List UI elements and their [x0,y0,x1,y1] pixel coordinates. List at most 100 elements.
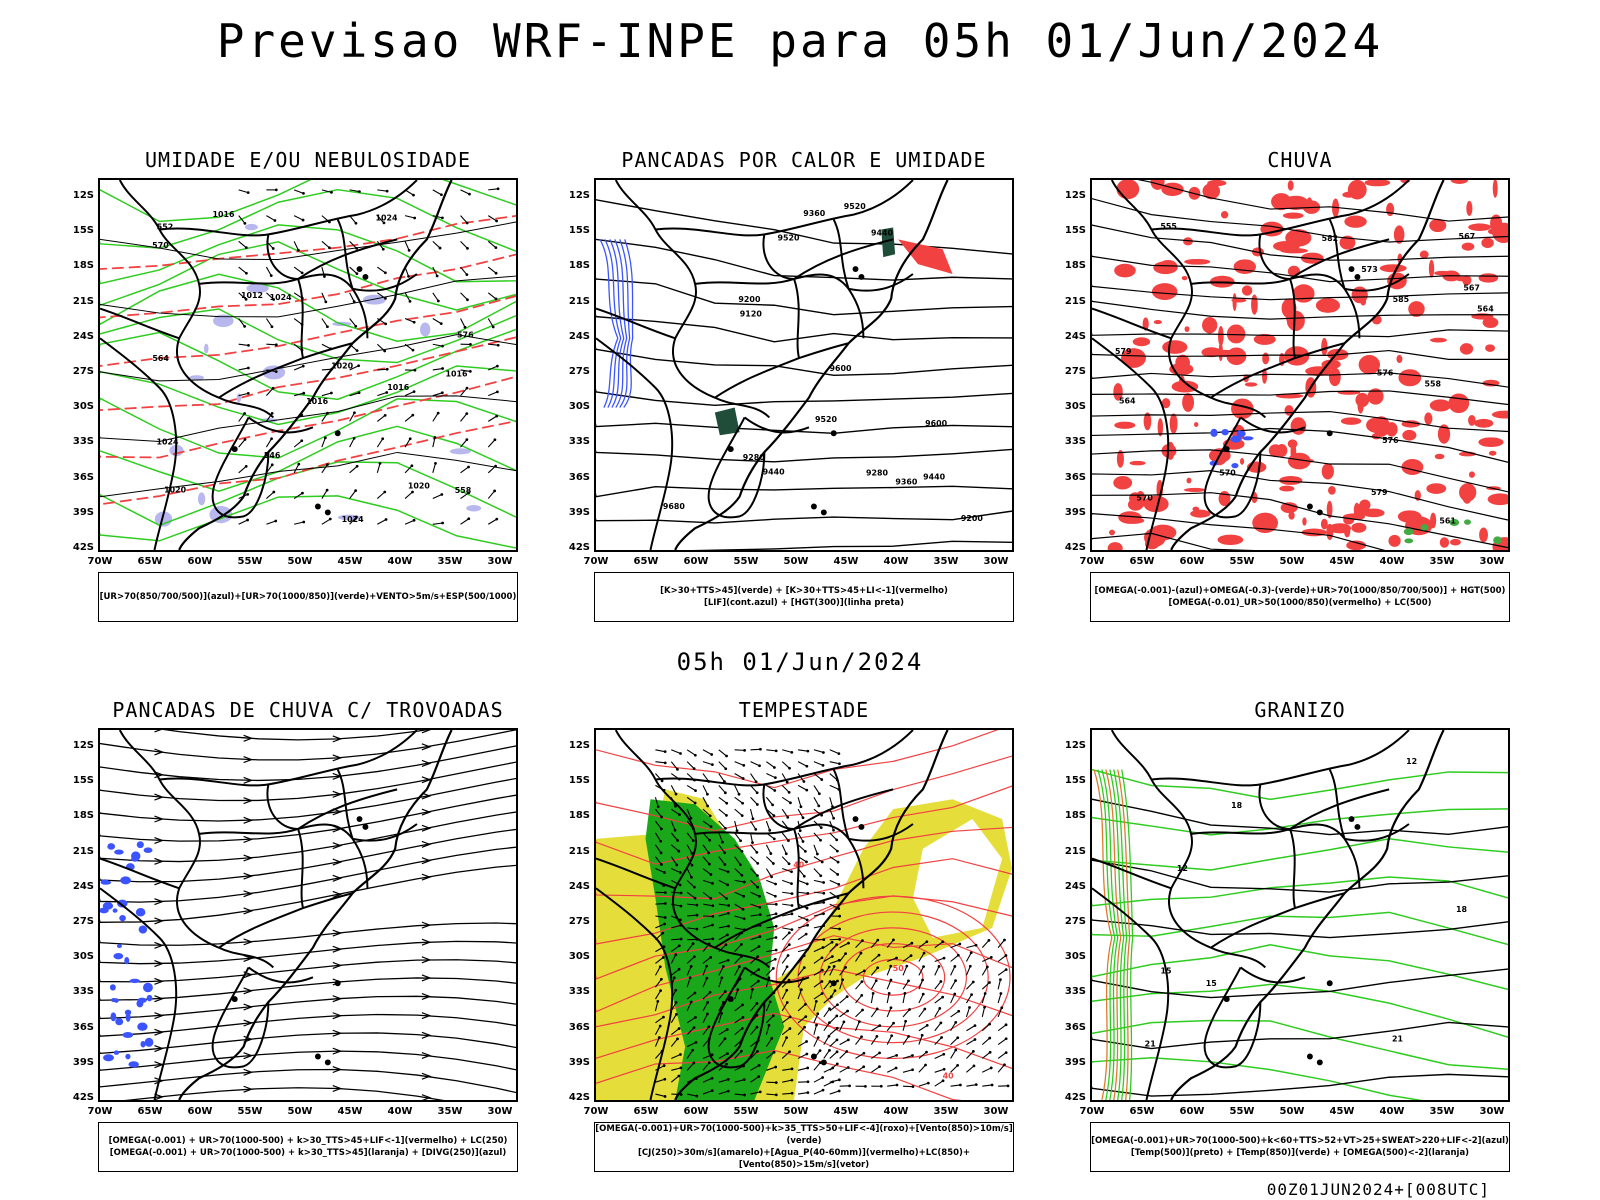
wind850-vector [654,820,662,830]
rain-red-area [1272,241,1300,252]
wind-vector [293,318,303,325]
wind850-vector-head [838,937,842,941]
streamline-arrow [332,1085,343,1093]
wind850-vector [797,1053,808,1059]
wind-vector [321,412,328,422]
wind850-vector-head [954,1048,958,1052]
longitude-tick-label: 50W [287,1106,313,1117]
wind850-vector-head [709,955,713,959]
wind850-vector-head [772,814,776,817]
wind850-vector [966,1065,975,1073]
state-border [198,823,369,889]
streamline-arrow [332,1012,343,1020]
wind850-vector-head [659,851,663,855]
wind-vector [460,439,468,448]
wind850-vector-head [925,1024,929,1027]
wind-vector [266,520,276,525]
contour-label: 18 [1231,801,1243,810]
wind850-vector-head [827,1034,831,1038]
streamline-arrow [154,898,165,906]
wind-vector-head [354,324,358,328]
wind850-vector [718,966,724,976]
wind850-vector-head [755,850,759,854]
rain-red-area [1346,540,1367,550]
rain-red-area [1362,508,1385,518]
wind-vector-head [273,219,277,222]
wind850-vector-head [846,1009,849,1013]
streamline [100,1032,516,1055]
wind850-vector [781,966,788,976]
rain-red-area [1315,298,1341,313]
wind850-vector [750,785,758,794]
rain-red-area [1388,534,1401,547]
wind-vector-head [274,370,278,374]
state-border [218,892,353,949]
panel-legend: [OMEGA(-0.001)+UR>70(1000-500)+k>35_TTS>… [594,1122,1014,1172]
wind-vector-head [441,344,444,348]
wind-vector-head [245,271,248,275]
wind850-vector-head [743,748,746,752]
latitude-tick-label: 39S [72,506,94,518]
wind850-vector-head [989,955,993,959]
wind850-vector-head [878,1065,881,1069]
wind850-vector-head [816,1036,820,1040]
wind850-vector [829,844,838,852]
wind850-vector-head [841,978,845,982]
wind-vector-head [324,300,328,304]
longitude-tick-label: 40W [387,556,413,567]
state-border [159,180,418,237]
wind-vector [487,465,496,474]
wind-vector-head [440,193,443,197]
wind850-vector [686,784,696,792]
wind850-vector-head [757,945,761,948]
longitude-tick-label: 60W [683,1106,709,1117]
wind850-vector-head [738,965,741,969]
wind-vector-head [243,221,247,225]
wind850-vector-head [954,1020,958,1024]
rain-red-area [1393,225,1405,244]
hgt500-contour [1092,512,1386,550]
latitude-tick-label: 42S [72,1092,94,1103]
wind850-vector [829,1051,838,1059]
wind-vector-head [412,518,416,522]
rain-red-area [1171,380,1199,393]
rain-red-area [1279,476,1303,485]
rain-red-area [1161,398,1171,409]
latitude-tick-label: 42S [1064,542,1086,553]
wind850-vector [766,958,776,964]
contour-label: 585 [1393,295,1410,304]
wind850-vector [934,996,943,1004]
panel-title: UMIDADE E/OU NEBULOSIDADE [144,148,472,172]
wind-vector [432,522,443,525]
wind850-vector-head [725,754,728,758]
wind-vector [460,387,468,397]
wind850-vector-head [708,814,712,818]
wind850-vector [734,785,740,795]
wind850-vector [813,844,818,855]
wind-vector [349,318,357,327]
rain-red-area [1326,500,1333,519]
wind850-vector [781,808,789,818]
latitude-tick-label: 33S [1064,986,1086,998]
latitude-tick-label: 36S [72,1021,94,1033]
wind850-vector [813,773,823,780]
wind850-vector [734,1050,742,1059]
wind850-vector-head [726,1052,729,1055]
wind-vector [488,365,498,371]
legend-line: [LIF](cont.azul) + [HGT(300)](linha pret… [703,598,905,608]
rain-red-area [1116,449,1124,468]
wind850-vector-head [819,874,823,878]
rain-red-area [1430,337,1447,343]
streamline [100,995,516,1020]
wind850-vector [686,879,695,888]
streamline-arrow [243,1019,254,1027]
streamline-arrow [421,974,432,982]
wind-vector-head [465,386,469,390]
lake-marker [852,816,859,823]
wind850-vector [734,966,740,976]
state-border [793,238,894,280]
wind850-vector-head [711,923,714,927]
wind850-vector [718,773,725,782]
wind850-vector-head [758,764,761,768]
rain-red-area [1302,517,1307,526]
